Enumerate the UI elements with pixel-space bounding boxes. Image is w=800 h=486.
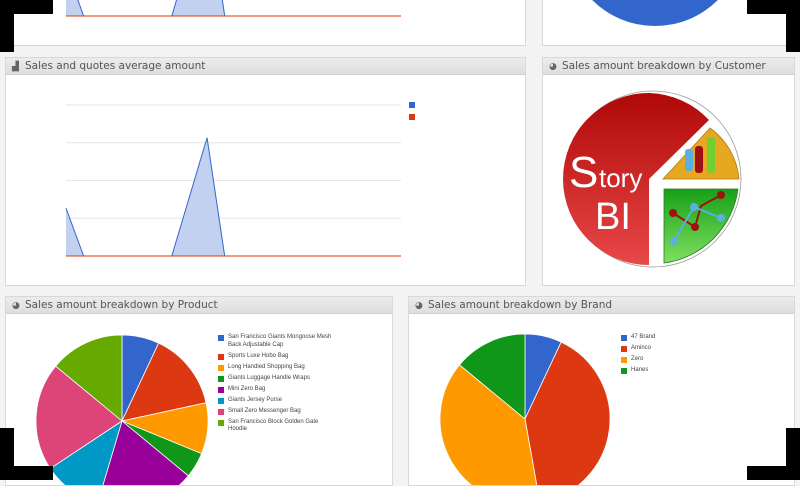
panel-header: ◕Sales amount breakdown by Brand [409, 297, 794, 314]
corner-mask [0, 0, 14, 52]
panel-title: Sales amount breakdown by Customer [562, 60, 766, 72]
legend-item: Hanes [621, 367, 721, 375]
legend-label: Hanes [631, 367, 648, 375]
legend-label: Long Handled Shopping Bag [228, 364, 305, 372]
legend-item: Sports Luxe Hobo Bag [218, 353, 333, 361]
legend-label: Aminco [631, 345, 651, 353]
legend-item: Giants Jersey Purse [218, 397, 333, 405]
legend-swatch [621, 368, 627, 374]
corner-mask [747, 466, 800, 480]
legend-swatch [218, 376, 224, 382]
legend-swatch [218, 335, 224, 341]
svg-text:BI: BI [595, 196, 631, 238]
sales-line [66, 138, 401, 256]
legend-swatch [409, 114, 415, 120]
legend-label: San Francisco Block Golden Gate Hoodie [228, 419, 333, 434]
legend-item: Zero [621, 356, 721, 364]
legend-item: Small Zero Messenger Bag [218, 408, 333, 416]
legend-swatch [218, 398, 224, 404]
legend-swatch [218, 420, 224, 426]
corner-mask [0, 466, 53, 480]
legend-item: San Francisco Giants Mongoose Mesh Back … [218, 334, 333, 349]
pie-chart-icon: ◕ [549, 59, 559, 75]
top-area-chart [5, 1, 522, 46]
legend-label: Small Zero Messenger Bag [228, 408, 301, 416]
legend-swatch [409, 102, 415, 108]
panel-header: ◕Sales amount breakdown by Customer [543, 58, 794, 75]
corner-mask [786, 0, 800, 52]
legend-swatch [621, 357, 627, 363]
panel-header: ◕Sales amount breakdown by Product [6, 297, 392, 314]
legend-label: Zero [631, 356, 643, 364]
pie-chart-icon: ◕ [415, 298, 425, 314]
legend-swatch [218, 387, 224, 393]
legend-swatch [218, 365, 224, 371]
legend-label: San Francisco Giants Mongoose Mesh Back … [228, 334, 333, 349]
legend-item: Aminco [621, 345, 721, 353]
sales-quotes-chart [5, 57, 522, 212]
legend-swatch [218, 409, 224, 415]
pie-slice [566, 0, 744, 26]
sales-line [66, 0, 401, 16]
sales-area [66, 0, 401, 16]
legend-item: 47 Brand [621, 334, 721, 342]
legend-item: San Francisco Block Golden Gate Hoodie [218, 419, 333, 434]
sales-quotes-panel: ▟Sales and quotes average amount [5, 57, 526, 286]
legend-swatch [218, 354, 224, 360]
panel-title: Sales amount breakdown by Brand [428, 299, 612, 311]
pie-chart-icon: ◕ [12, 298, 22, 314]
legend-item: Giants Luggage Handle Wraps [218, 375, 333, 383]
legend-label: Giants Jersey Purse [228, 397, 282, 405]
legend-label: Giants Luggage Handle Wraps [228, 375, 310, 383]
brand-legend: 47 Brand Aminco Zero Hanes [621, 334, 721, 378]
legend-item: Mini Zero Bag [218, 386, 333, 394]
storybi-logo: S tory BI [543, 75, 795, 286]
legend-swatch [621, 346, 627, 352]
svg-text:tory: tory [599, 163, 642, 193]
legend-label: Mini Zero Bag [228, 386, 265, 394]
product-panel: ◕Sales amount breakdown by Product San F… [5, 296, 393, 486]
top-area-chart-panel [5, 0, 526, 46]
panel-title: Sales amount breakdown by Product [25, 299, 218, 311]
legend-label: Sports Luxe Hobo Bag [228, 353, 288, 361]
customer-panel: ◕Sales amount breakdown by Customer S to… [542, 57, 795, 286]
legend-swatch [621, 335, 627, 341]
sales-area [66, 138, 401, 256]
product-legend: San Francisco Giants Mongoose Mesh Back … [218, 334, 333, 437]
legend-item: Long Handled Shopping Bag [218, 364, 333, 372]
legend-label: 47 Brand [631, 334, 655, 342]
brand-panel: ◕Sales amount breakdown by Brand 47 Bran… [408, 296, 795, 486]
svg-text:S: S [569, 148, 598, 197]
